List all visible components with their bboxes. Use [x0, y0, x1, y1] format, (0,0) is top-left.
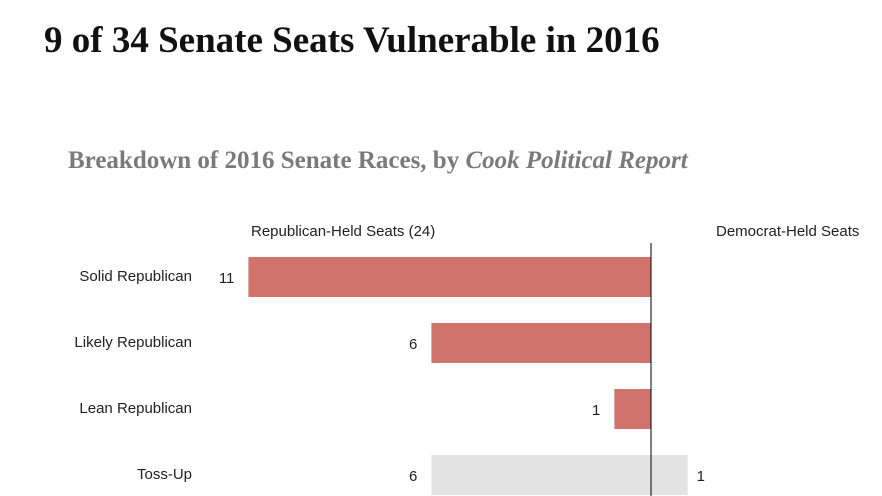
value-label: 1: [592, 402, 600, 419]
bar: [614, 389, 651, 429]
series-header: Democrat-Held Seats: [716, 223, 859, 240]
category-label: Solid Republican: [79, 268, 192, 285]
value-label: 6: [409, 336, 417, 353]
category-label: Likely Republican: [74, 334, 192, 351]
value-label: 6: [409, 468, 417, 485]
subtitle-source: Cook Political Report: [465, 147, 688, 174]
bar: [248, 257, 651, 297]
category-label: Toss-Up: [137, 466, 192, 483]
bar: [431, 323, 651, 363]
value-label: 1: [697, 468, 705, 485]
value-label: 11: [219, 270, 235, 287]
series-header: Republican-Held Seats (24): [251, 223, 435, 240]
bar: [651, 455, 688, 495]
bar: [431, 455, 651, 495]
chart-subtitle: Breakdown of 2016 Senate Races, by Cook …: [68, 147, 689, 174]
category-label: Lean Republican: [79, 400, 192, 417]
chart-title: 9 of 34 Senate Seats Vulnerable in 2016: [44, 20, 660, 61]
subtitle-text: Breakdown of 2016 Senate Races, by: [68, 147, 460, 174]
